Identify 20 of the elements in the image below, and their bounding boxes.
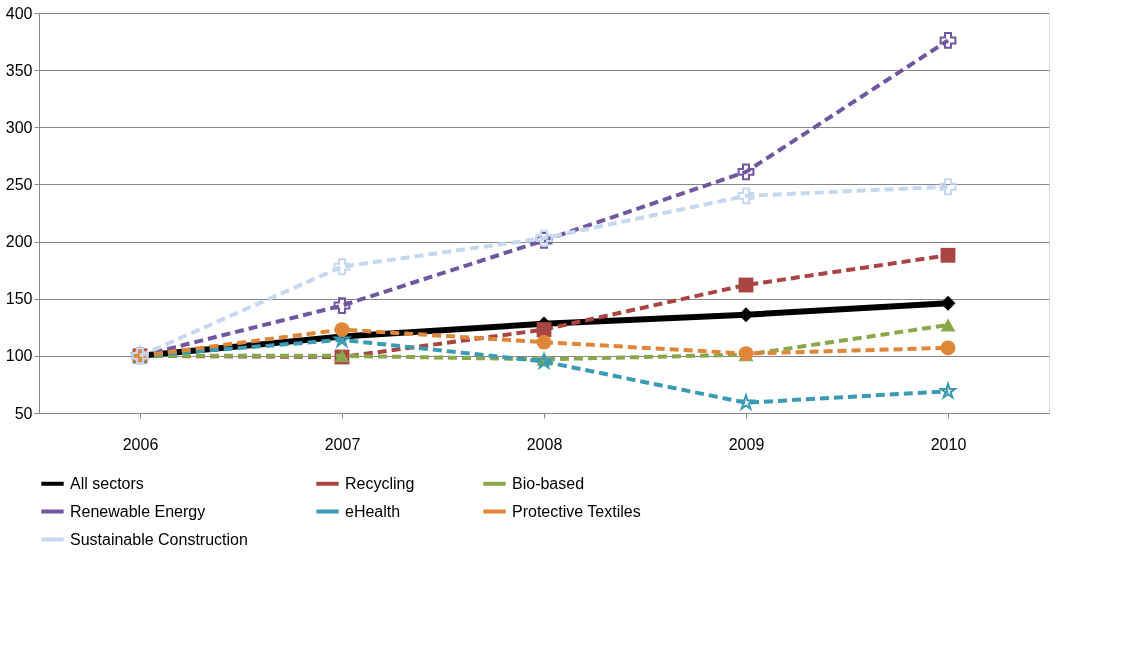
- legend-label: Recycling: [345, 474, 415, 492]
- y-tick-label: 250: [5, 175, 33, 193]
- legend-label: Sustainable Construction: [70, 530, 248, 548]
- legend-label: eHealth: [345, 502, 401, 520]
- legend-label: Protective Textiles: [512, 502, 641, 520]
- y-tick-label: 150: [5, 290, 33, 308]
- y-tick-label: 50: [14, 404, 33, 422]
- y-tick-label: 100: [5, 347, 33, 365]
- x-tick-label: 2009: [728, 435, 765, 453]
- y-tick-label: 350: [5, 61, 33, 79]
- y-tick-label: 200: [5, 233, 33, 251]
- y-tick-label: 400: [5, 4, 33, 22]
- legend-label: Bio-based: [512, 474, 585, 492]
- legend-label: All sectors: [70, 474, 144, 492]
- x-tick-label: 2010: [930, 435, 967, 453]
- x-tick-label: 2008: [526, 435, 563, 453]
- x-tick-label: 2007: [324, 435, 361, 453]
- x-tick-label: 2006: [122, 435, 159, 453]
- y-tick-label: 300: [5, 118, 33, 136]
- legend-label: Renewable Energy: [70, 502, 206, 520]
